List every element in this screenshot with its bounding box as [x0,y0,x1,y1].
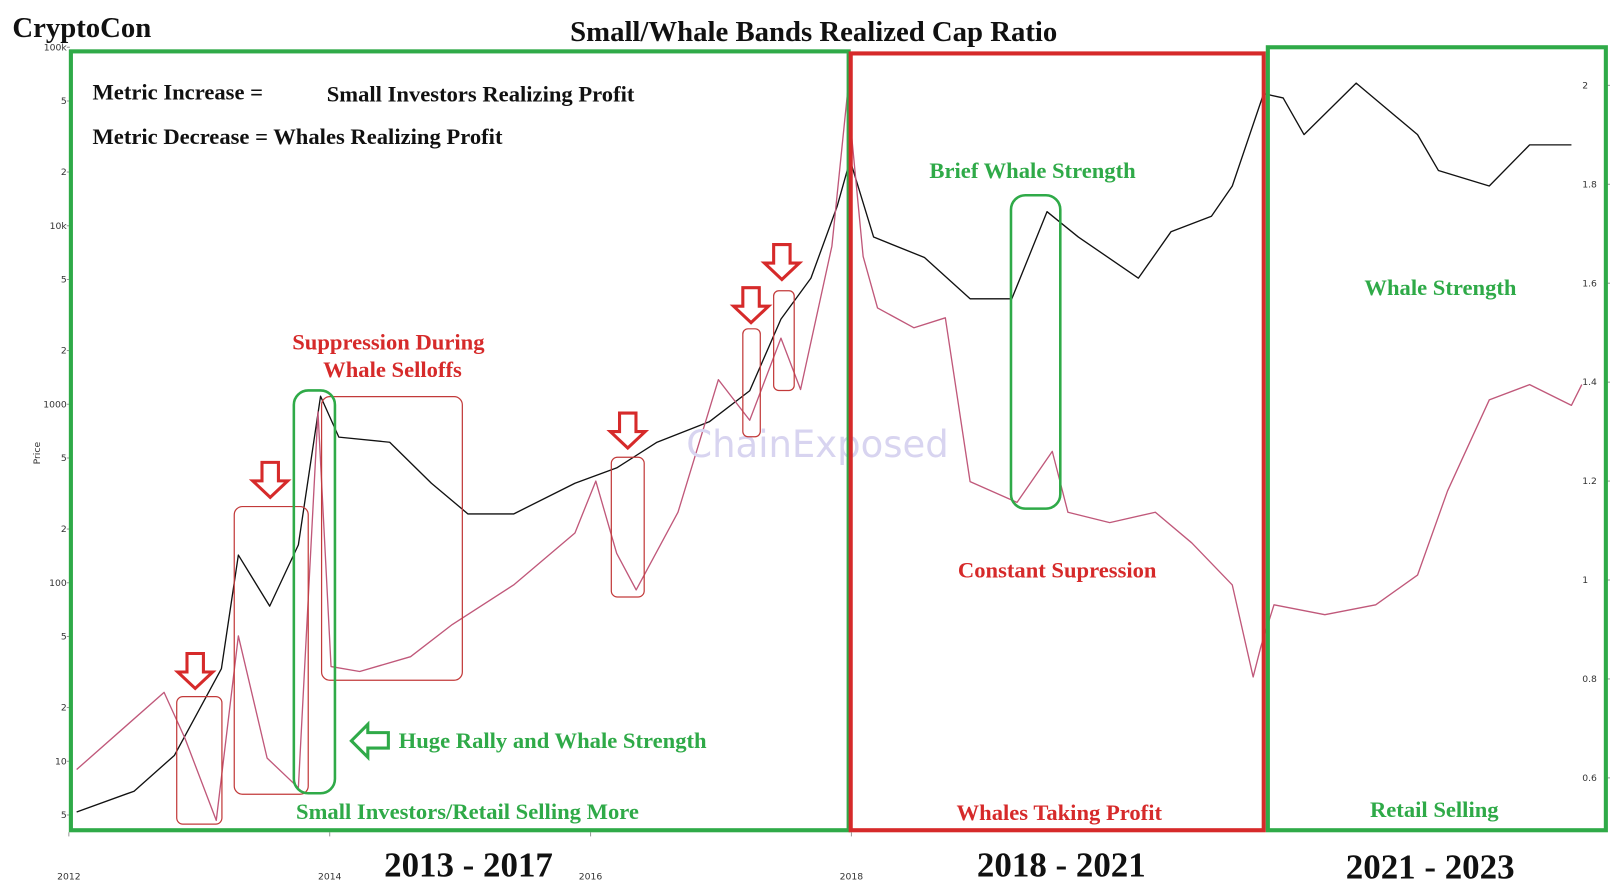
annotation: Metric Increase = [92,80,263,105]
brand: CryptoCon [12,12,151,44]
panel [848,51,1266,833]
panel [1265,45,1608,833]
highlight-boxes [292,193,1062,795]
y-tick-label: 5 [61,453,67,464]
arrow [349,720,390,762]
y2-tick-label: 1.2 [1582,476,1597,487]
y2-tick-label: 1.4 [1582,377,1597,388]
annotation: Retail Selling [1370,797,1499,822]
watermark: ChainExposed [686,423,948,466]
annotation: Whale Strength [1364,275,1517,300]
annotation: Small Investors/Retail Selling More [296,799,639,824]
data-line [76,82,1572,813]
annotation: Constant Supression [958,557,1157,582]
y-axis-label: Price [32,442,43,465]
y2-tick-label: 1.6 [1582,278,1597,289]
y2-tick-label: 1.8 [1582,179,1597,190]
x-tick-label: 2014 [318,872,342,883]
y-tick-label: 2 [61,703,67,714]
y-tick-label: 100k [44,42,68,53]
y-tick-label: 10 [55,756,67,767]
annotation: Small Investors Realizing Profit [327,82,635,107]
y-tick-label: 100 [49,578,67,589]
y2-tick-label: 1 [1582,575,1588,586]
x-tick-label: 2016 [579,872,603,883]
y-tick-label: 5 [61,632,67,643]
arrows [173,243,804,691]
annotation: Metric Decrease = Whales Realizing Profi… [92,124,502,149]
y-tick-label: 1000 [43,399,67,410]
highlight-boxes [176,290,795,825]
annotation: Whales Taking Profit [957,800,1163,825]
x-tick-label: 2018 [840,872,864,883]
y-tick-label: 5 [61,810,67,821]
period-label: 2018 - 2021 [977,845,1146,884]
x-tick-label: 2012 [57,872,81,883]
plot-area: 5 10 2 5 100 2 5 1000 2 5 10k 2 5 100k 0.6 0.8 1 1.2 1.4 1.… [43,42,1610,883]
y2-tick-label: 0.6 [1582,773,1597,784]
y-tick-label: 5 [61,96,67,107]
y-tick-label: 2 [61,167,67,178]
annotation: Huge Rally and Whale Strength [399,728,707,753]
chart-title: Small/Whale Bands Realized Cap Ratio [570,16,1057,48]
annotation: Brief Whale Strength [929,158,1136,183]
y-tick-label: 10k [50,221,68,232]
y-tick-label: 5 [61,275,67,286]
annotation: Whale Selloffs [323,357,462,382]
y-tick-label: 2 [61,346,67,357]
y2-tick-label: 2 [1582,80,1588,91]
y2-tick-label: 0.8 [1582,674,1597,685]
annotation: Suppression During [292,329,485,354]
period-label: 2021 - 2023 [1346,848,1515,887]
y-tick-label: 2 [61,524,67,535]
period-label: 2013 - 2017 [384,845,553,884]
